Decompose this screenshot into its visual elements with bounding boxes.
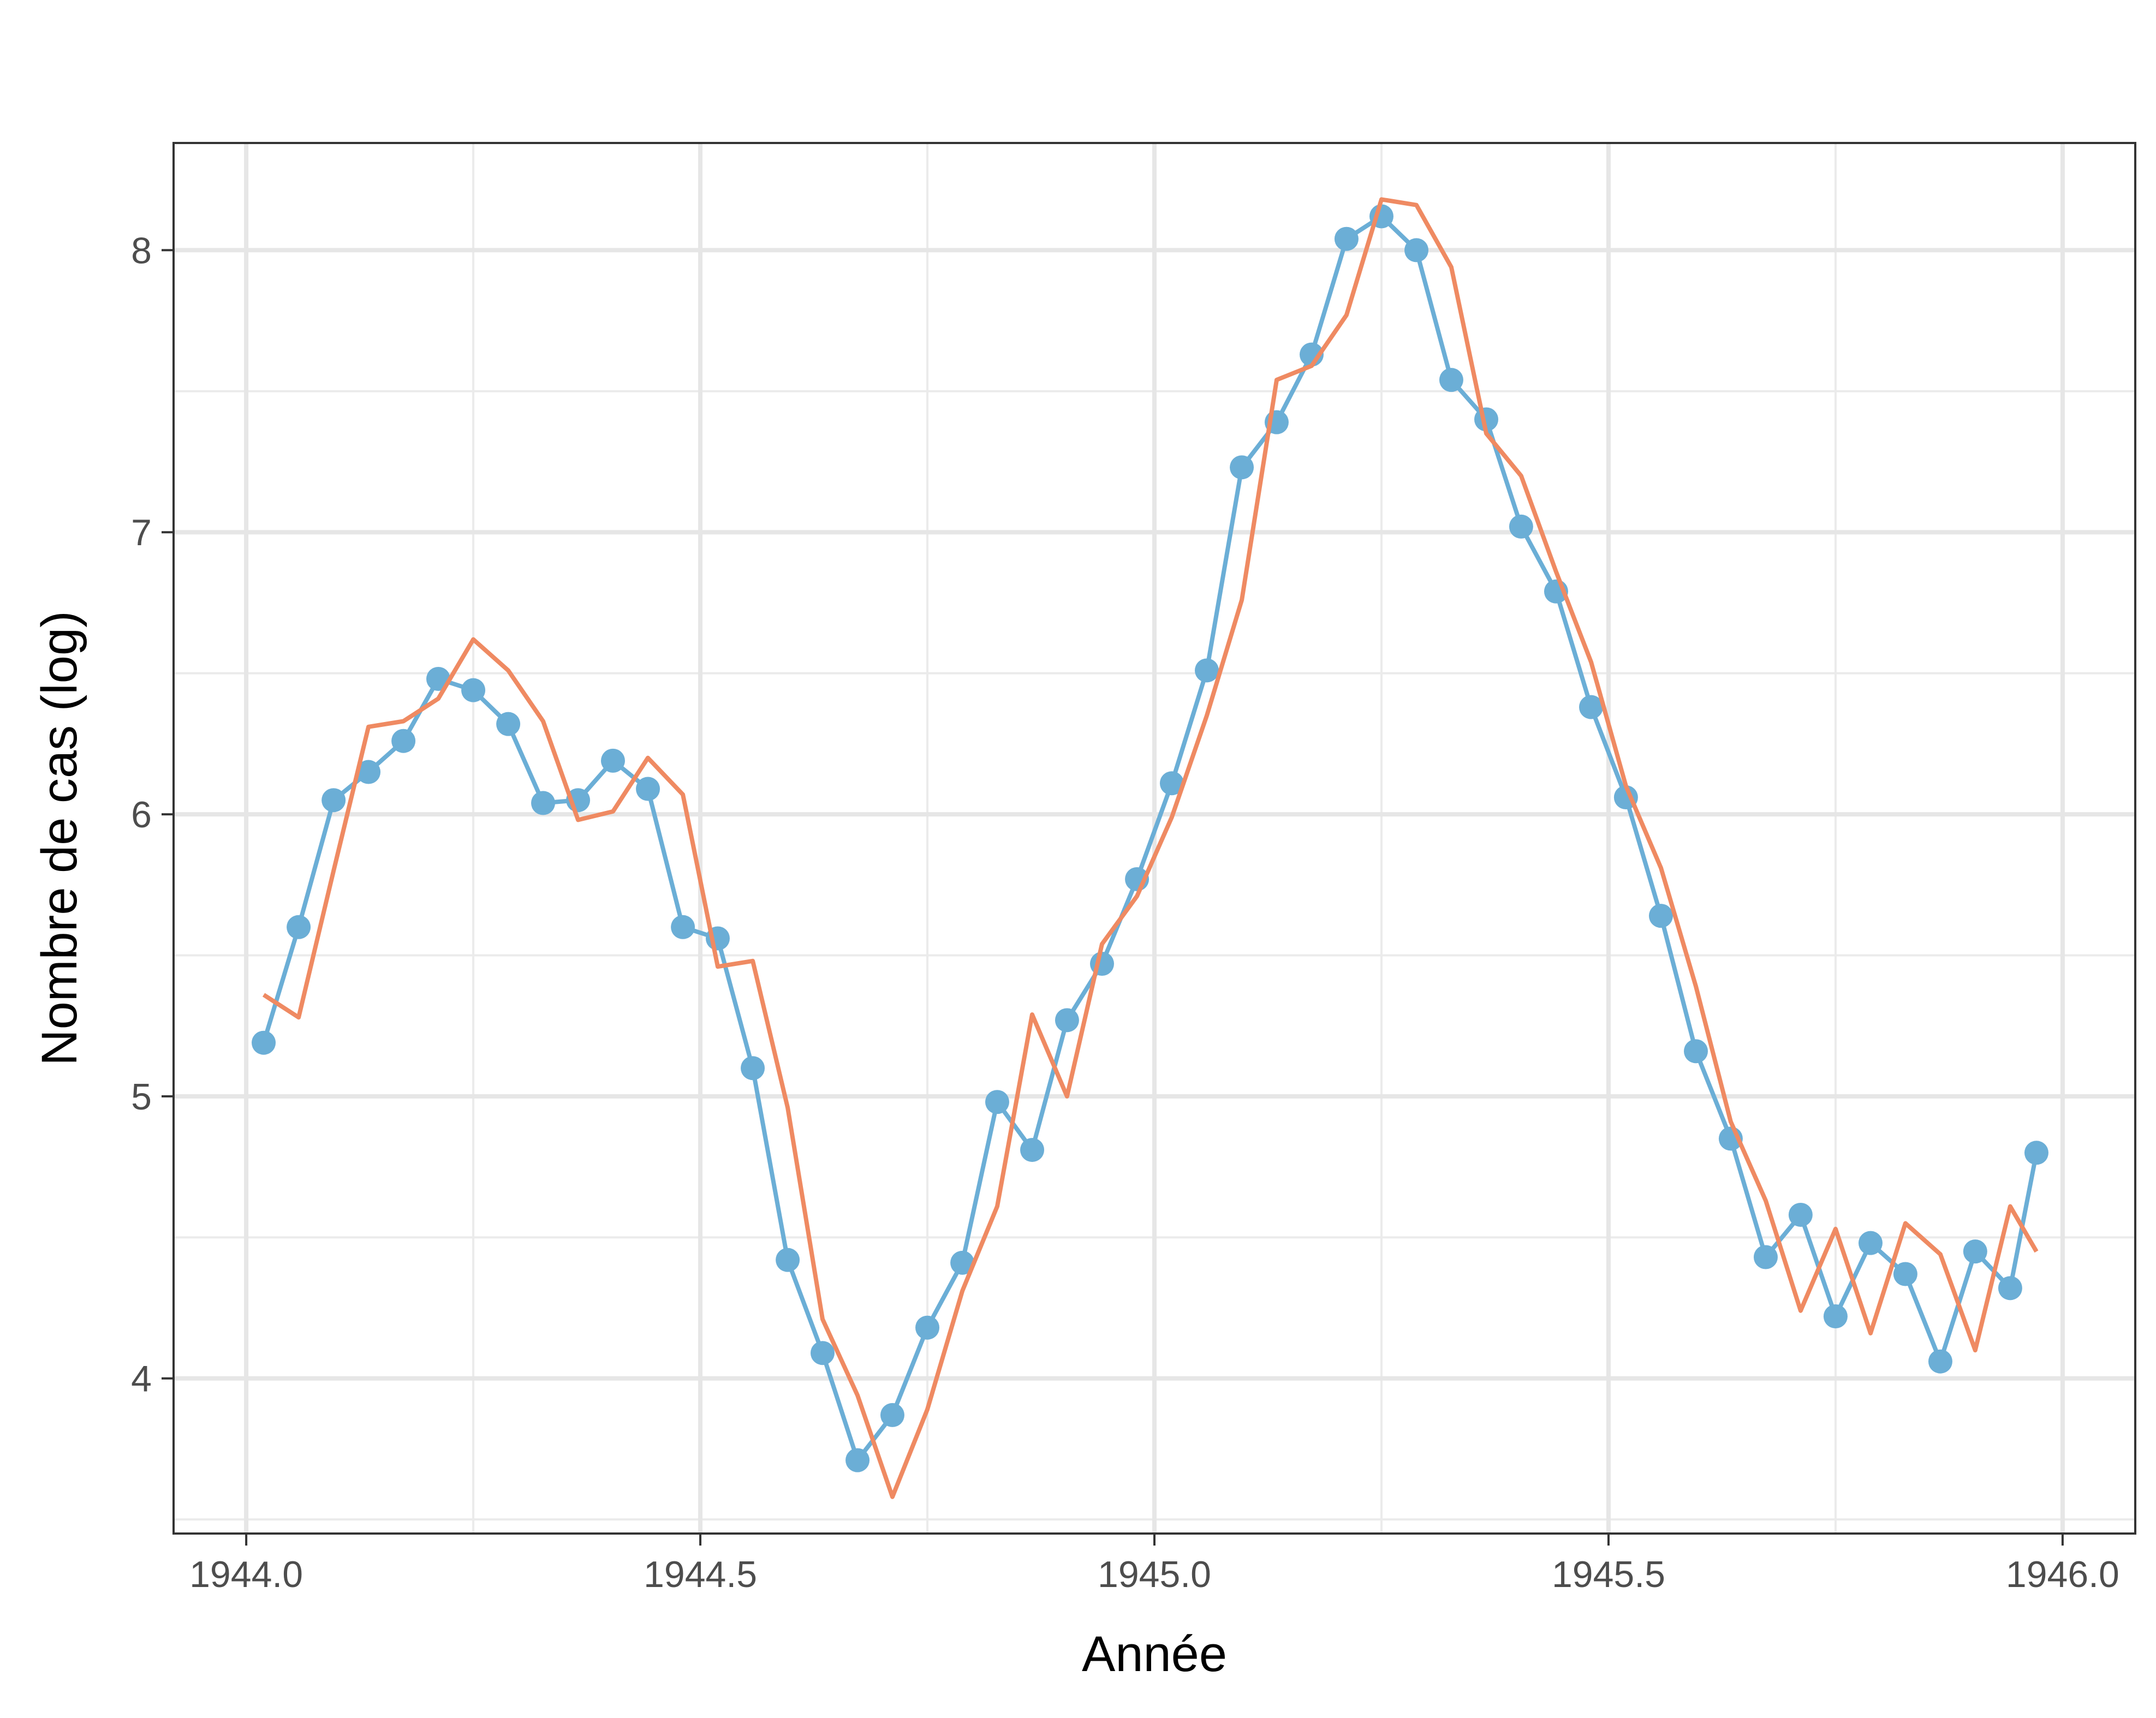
y-tick-label: 4	[131, 1358, 152, 1400]
x-axis-title: Année	[1082, 1626, 1227, 1682]
series-layer	[252, 197, 2048, 1499]
data-point	[1684, 1039, 1708, 1064]
series-line-1	[261, 214, 2039, 1463]
data-point	[776, 1248, 800, 1272]
data-point	[287, 915, 311, 939]
data-point	[321, 788, 346, 813]
data-point	[671, 915, 695, 939]
series-line-2	[262, 197, 2039, 1499]
y-tick-label: 8	[131, 230, 152, 271]
x-tick-label: 1946.0	[2006, 1554, 2119, 1595]
axes: 1944.0 1944.5 1945.0 1945.5 1946.0 4 5 6 7 8	[131, 230, 2119, 1595]
data-point	[915, 1315, 940, 1340]
data-point	[1334, 226, 1359, 251]
data-point	[1159, 771, 1184, 796]
data-point	[496, 712, 521, 736]
data-point	[636, 777, 660, 801]
data-point	[1055, 1008, 1079, 1033]
y-tick-label: 5	[131, 1076, 152, 1118]
data-point	[1648, 904, 1673, 928]
data-point	[1020, 1138, 1045, 1162]
data-point	[1509, 514, 1533, 539]
data-point	[1788, 1202, 1813, 1227]
data-point	[600, 748, 625, 773]
y-tick-label: 7	[131, 512, 152, 553]
grid	[174, 143, 2135, 1534]
data-point	[845, 1448, 870, 1472]
data-point	[2024, 1141, 2048, 1165]
y-tick-label: 6	[131, 794, 152, 836]
x-tick-label: 1945.0	[1098, 1554, 1211, 1595]
data-point	[1893, 1262, 1917, 1286]
x-tick-label: 1945.5	[1552, 1554, 1665, 1595]
data-point	[1404, 238, 1429, 263]
data-point	[1579, 695, 1603, 719]
data-point	[1928, 1349, 1952, 1374]
data-point	[880, 1403, 904, 1427]
data-point	[1439, 368, 1463, 392]
data-point	[811, 1341, 835, 1365]
data-point	[461, 678, 486, 702]
data-point	[1823, 1304, 1848, 1329]
data-point	[356, 760, 381, 784]
x-tick-label: 1944.0	[189, 1554, 303, 1595]
data-point	[950, 1250, 975, 1275]
data-point	[1230, 455, 1254, 480]
data-point	[741, 1056, 765, 1081]
data-point	[1858, 1231, 1883, 1255]
data-point	[1998, 1276, 2022, 1301]
data-point	[1753, 1245, 1778, 1269]
data-point	[1195, 658, 1219, 683]
x-tick-label: 1944.5	[644, 1554, 757, 1595]
data-point	[531, 791, 556, 815]
data-point	[985, 1090, 1009, 1114]
data-point	[391, 729, 416, 753]
y-axis-title: Nombre de cas (log)	[32, 611, 87, 1065]
data-point	[252, 1030, 276, 1055]
data-point	[1963, 1239, 1987, 1264]
